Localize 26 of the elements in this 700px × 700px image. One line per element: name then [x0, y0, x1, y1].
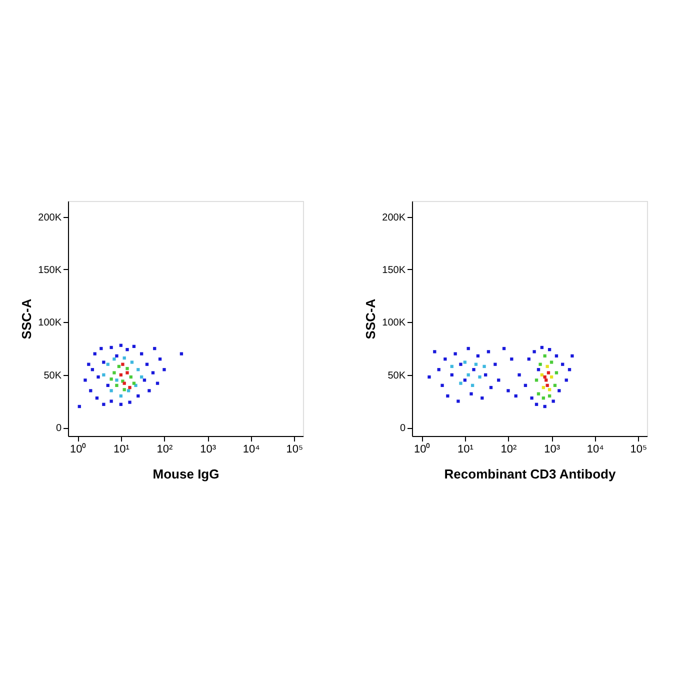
y-tick-label: 200K [38, 212, 62, 224]
x-tick-label: 10⁵ [630, 444, 648, 456]
y-tick-label: 50K [44, 370, 62, 382]
x-axis-title: Recombinant CD3 Antibody [444, 466, 616, 482]
y-axis-title: SSC-A [19, 298, 34, 340]
x-tick-label: 10⁰ [414, 442, 430, 456]
x-tick-label: 10⁴ [242, 444, 260, 456]
x-tick-label: 10¹ [113, 444, 130, 456]
y-axis-title: SSC-A [363, 298, 378, 340]
y-tick-label: 0 [400, 423, 406, 434]
y-tick-label: 100K [382, 318, 406, 329]
y-tick-label: 100K [38, 318, 62, 329]
y-tick-label: 200K [382, 212, 406, 224]
x-tick-label: 10⁰ [70, 442, 86, 456]
y-tick-label: 150K [38, 265, 62, 276]
x-tick-label: 10³ [544, 444, 560, 456]
x-tick-label: 10³ [200, 444, 216, 456]
y-tick-label: 0 [56, 423, 62, 434]
y-tick-label: 150K [382, 265, 406, 276]
x-tick-label: 10⁴ [586, 444, 604, 456]
x-tick-label: 10¹ [457, 444, 474, 456]
y-tick-label: 50K [388, 370, 406, 382]
x-axis-title: Mouse IgG [152, 466, 220, 482]
x-tick-label: 10² [156, 444, 174, 456]
x-tick-label: 10⁵ [286, 444, 304, 456]
x-tick-label: 10² [500, 444, 518, 456]
